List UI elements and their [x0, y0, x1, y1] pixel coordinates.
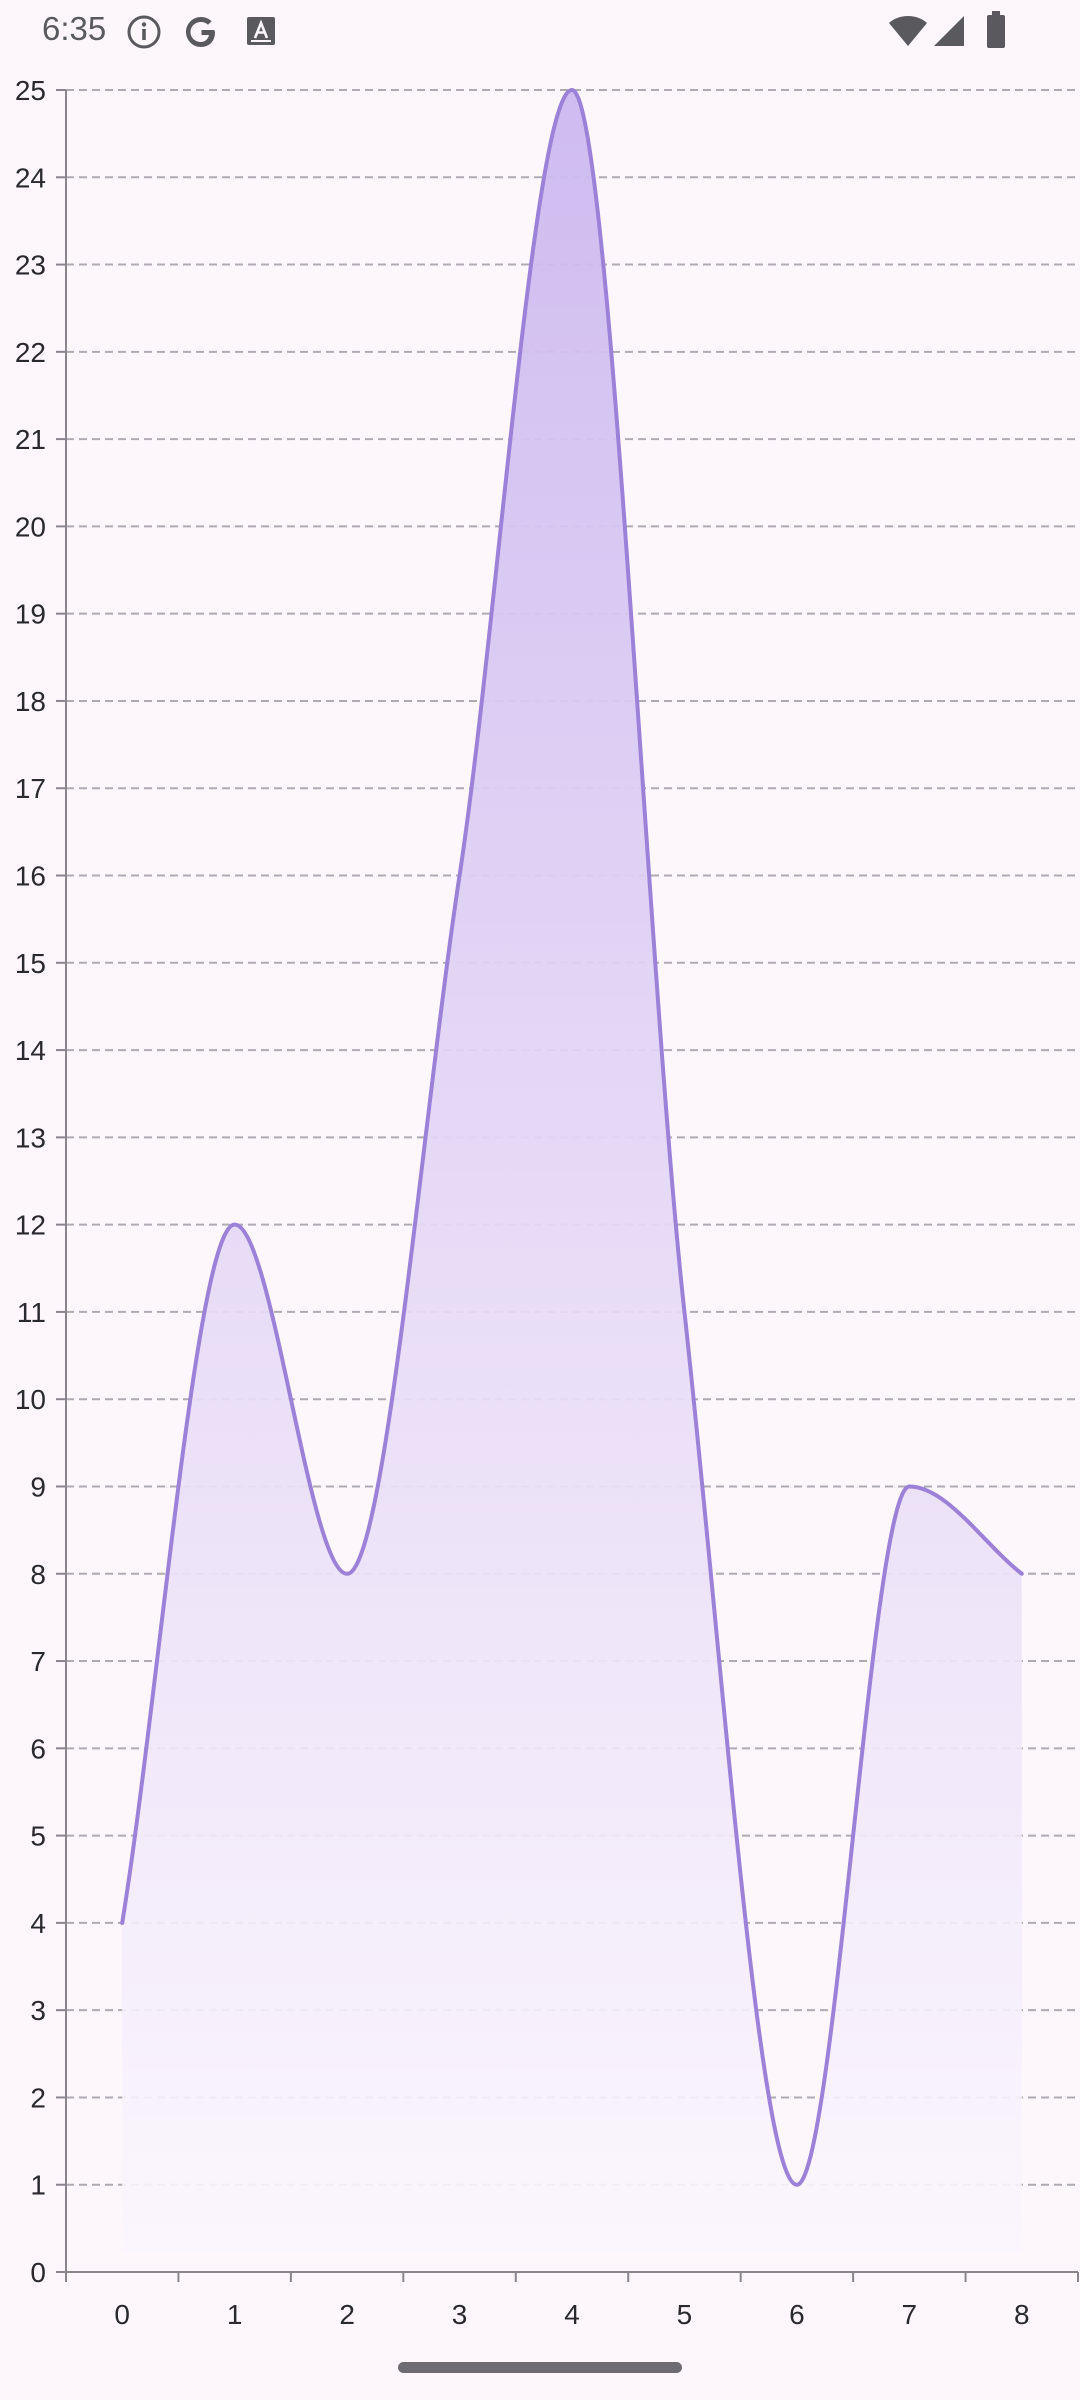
y-tick-label: 23: [15, 250, 46, 281]
y-tick-label: 22: [15, 337, 46, 368]
x-tick-label: 8: [1014, 2299, 1030, 2330]
accessibility-text-icon: [247, 17, 275, 45]
y-tick-label: 4: [30, 1908, 46, 1939]
y-tick-label: 18: [15, 686, 46, 717]
wifi-icon: [889, 16, 927, 46]
y-tick-label: 8: [30, 1559, 46, 1590]
battery-icon: [987, 11, 1005, 48]
y-tick-label: 14: [15, 1035, 46, 1066]
data-point[interactable]: [232, 1222, 238, 1228]
x-tick-label: 5: [677, 2299, 693, 2330]
y-tick-label: 25: [15, 75, 46, 106]
area-chart: 0123456789101112131415161718192021222324…: [15, 75, 1079, 2330]
y-tick-labels: 0123456789101112131415161718192021222324…: [15, 75, 46, 2288]
info-icon: [127, 15, 161, 49]
cell-signal-icon: [934, 16, 964, 46]
data-point[interactable]: [457, 873, 463, 879]
status-bar: 6:35: [0, 0, 1080, 62]
y-tick-label: 1: [30, 2170, 46, 2201]
series-area-fill: [122, 90, 1022, 2252]
x-tick-label: 3: [452, 2299, 468, 2330]
y-tick-label: 3: [30, 1995, 46, 2026]
x-tick-label: 4: [564, 2299, 580, 2330]
y-tick-label: 16: [15, 861, 46, 892]
data-point[interactable]: [569, 87, 575, 93]
series-line-path: [120, 88, 1024, 2187]
y-tick-label: 12: [15, 1210, 46, 1241]
y-tick-label: 9: [30, 1471, 46, 1502]
y-tick-label: 10: [15, 1384, 46, 1415]
x-tick-label: 7: [902, 2299, 918, 2330]
series-line: [119, 87, 1025, 2188]
y-tick-label: 17: [15, 773, 46, 804]
data-point[interactable]: [794, 2182, 800, 2188]
chart-area: 0 1 2 3 4 5 6 7 8 9 10 11 12 13 14 15 16 17 18 19 20 21 22 23 24…: [0, 62, 1080, 2340]
y-tick-label: 7: [30, 1646, 46, 1677]
data-point[interactable]: [344, 1571, 350, 1577]
x-tick-labels: 0 1 2 3 4 5 6 7 8: [114, 2299, 1029, 2330]
y-tick-label: 6: [30, 1733, 46, 1764]
data-point[interactable]: [119, 1920, 125, 1926]
x-tick-label: 6: [789, 2299, 805, 2330]
y-tick-label: 15: [15, 948, 46, 979]
data-point[interactable]: [681, 1309, 687, 1315]
x-tick-label: 0: [114, 2299, 130, 2330]
x-tick-label: 1: [227, 2299, 243, 2330]
y-tick-label: 5: [30, 1821, 46, 1852]
x-tick-label: 2: [339, 2299, 355, 2330]
y-tick-label: 19: [15, 599, 46, 630]
y-tick-label: 2: [30, 2082, 46, 2113]
series-area: [122, 90, 1022, 2252]
y-tick-label: 20: [15, 511, 46, 542]
y-tick-label: 24: [15, 162, 46, 193]
home-indicator[interactable]: [398, 2362, 682, 2373]
axes: [56, 89, 1079, 2282]
y-tick-label: 11: [17, 1297, 46, 1328]
google-icon: [186, 17, 215, 47]
data-point[interactable]: [906, 1483, 912, 1489]
data-point[interactable]: [1019, 1571, 1025, 1577]
y-tick-label: 13: [15, 1122, 46, 1153]
y-tick-label: 21: [15, 424, 46, 455]
status-time: 6:35: [42, 10, 107, 47]
y-tick-label: 0: [30, 2257, 46, 2288]
